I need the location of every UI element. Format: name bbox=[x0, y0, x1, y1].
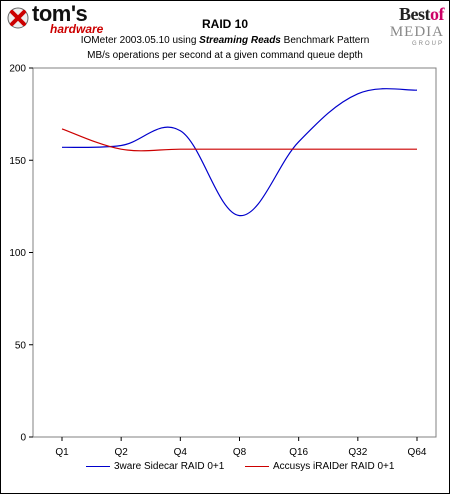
legend-label: Accusys iRAIDer RAID 0+1 bbox=[273, 461, 395, 472]
logo-sub: hardware bbox=[50, 22, 104, 36]
y-tick-label: 150 bbox=[9, 156, 26, 167]
chart-subtitle: IOMeter 2003.05.10 using Streaming Reads… bbox=[0, 35, 450, 46]
chart-title: RAID 10 bbox=[201, 17, 248, 31]
x-tick-label: Q1 bbox=[55, 447, 69, 458]
legend-item-accusys: Accusys iRAIDer RAID 0+1 bbox=[245, 461, 394, 475]
legend-swatch bbox=[86, 465, 110, 467]
plot-area bbox=[32, 67, 437, 438]
x-tick-label: Q2 bbox=[114, 447, 128, 458]
cross-icon bbox=[7, 7, 29, 29]
subtitle-part-1: IOMeter 2003.05.10 using bbox=[80, 35, 200, 46]
x-tick-label: Q64 bbox=[408, 447, 427, 458]
logo-media: MEDIA bbox=[389, 24, 444, 40]
logo-best-of: Bestof bbox=[399, 4, 445, 25]
subtitle-part-3: Benchmark Pattern bbox=[280, 35, 370, 46]
logo-of: of bbox=[430, 4, 445, 24]
x-tick-label: Q4 bbox=[174, 447, 188, 458]
legend-swatch bbox=[245, 465, 269, 467]
y-tick-label: 50 bbox=[15, 340, 27, 351]
x-tick-label: Q32 bbox=[348, 447, 367, 458]
logo-best: Best bbox=[399, 4, 431, 24]
logo-name: tom's bbox=[32, 1, 88, 26]
logo-group: GROUP bbox=[411, 41, 444, 47]
x-tick-label: Q16 bbox=[289, 447, 308, 458]
x-tick-label: Q8 bbox=[233, 447, 247, 458]
legend-label: 3ware Sidecar RAID 0+1 bbox=[114, 461, 225, 472]
y-tick-label: 0 bbox=[20, 433, 26, 444]
series-line-accusys bbox=[61, 128, 417, 152]
legend: 3ware Sidecar RAID 0+1 Accusys iRAIDer R… bbox=[0, 461, 450, 475]
subtitle-part-2: Streaming Reads bbox=[199, 35, 281, 46]
series-line-3ware bbox=[61, 88, 418, 217]
y-tick-label: 100 bbox=[9, 248, 26, 259]
chart-subtitle-2: MB/s operations per second at a given co… bbox=[87, 50, 363, 61]
best-of-media-logo: Bestof MEDIA GROUP bbox=[378, 4, 445, 50]
y-tick-label: 200 bbox=[9, 64, 26, 75]
toms-hardware-logo: tom's hardware bbox=[6, 1, 116, 36]
legend-item-3ware: 3ware Sidecar RAID 0+1 bbox=[86, 461, 224, 475]
